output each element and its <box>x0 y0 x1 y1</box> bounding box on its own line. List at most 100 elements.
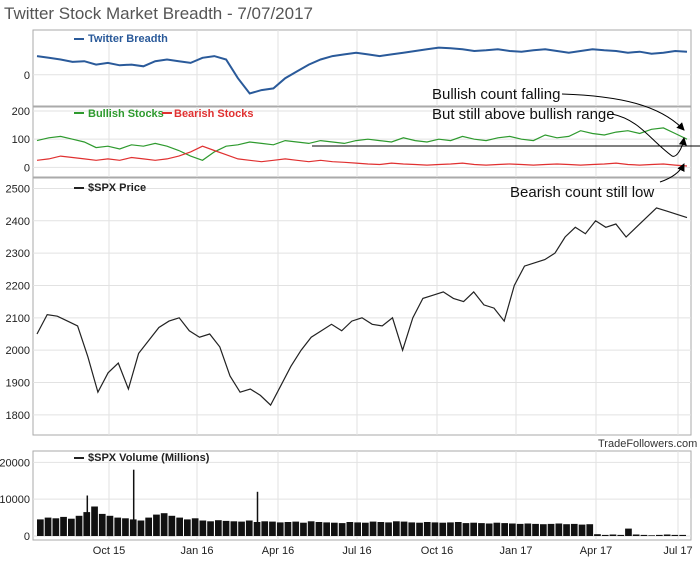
legend-bullish-label: Bullish Stocks <box>88 108 164 120</box>
legend-bearish: Bearish Stocks <box>162 108 253 120</box>
volume-bar <box>153 514 160 536</box>
volume-bar <box>184 519 191 536</box>
y-tick-label: 200 <box>12 106 30 118</box>
breadth-panel <box>32 29 692 107</box>
y-tick-label: 1900 <box>6 377 30 389</box>
volume-bar <box>609 534 617 536</box>
volume-bar <box>199 520 207 536</box>
volume-bar <box>478 523 485 536</box>
volume-bar <box>44 517 52 536</box>
x-tick-label: Jul 16 <box>342 545 371 557</box>
arrow-bullish-falling <box>561 93 685 131</box>
volume-bar <box>462 523 470 536</box>
series-line-bullish_bearish-1 <box>36 145 688 167</box>
volume-bar <box>594 534 601 536</box>
volume-bar <box>501 523 508 536</box>
volume-bar <box>532 523 539 536</box>
volume-bar <box>68 518 75 536</box>
x-tick-label: Jan 17 <box>499 545 532 557</box>
grid-layer <box>33 30 691 540</box>
volume-bar <box>377 522 385 536</box>
legend-price-label: $SPX Price <box>88 182 146 194</box>
volume-bar <box>470 522 477 536</box>
volume-bar <box>338 523 346 536</box>
y-tick-label: 2100 <box>6 313 30 325</box>
volume-bar <box>222 520 230 536</box>
volume-bar <box>331 522 338 536</box>
price-panel <box>32 177 692 436</box>
volume-bar <box>207 521 214 536</box>
volume-bar <box>385 522 392 536</box>
y-tick-label: 2200 <box>6 280 30 292</box>
x-tick-label: Jan 16 <box>180 545 213 557</box>
axis-layer: Oct 15 Jan 16 Apr 16 Jul 16 Oct 16 Jan 17 Apr … <box>0 70 693 557</box>
volume-bar <box>346 522 354 536</box>
volume-bar <box>160 513 168 536</box>
volume-bar <box>276 522 284 536</box>
volume-bar <box>601 534 609 536</box>
volume-bar <box>578 524 586 536</box>
volume-bar <box>416 522 423 536</box>
volume-bar <box>540 524 547 536</box>
volume-bar <box>555 523 563 536</box>
legend-price: $SPX Price <box>74 182 146 194</box>
volume-bar <box>408 522 416 536</box>
volume-bar <box>354 522 361 536</box>
y-tick-label: 0 <box>24 531 30 543</box>
volume-bar <box>617 534 625 536</box>
volume-bar <box>315 522 323 536</box>
series-line-bullish_bearish-0 <box>36 127 688 161</box>
volume-bar <box>656 534 663 536</box>
volume-bar <box>570 523 578 536</box>
legend-bullish: Bullish Stocks <box>74 108 164 120</box>
volume-bar <box>485 523 493 536</box>
volume-bar <box>284 522 292 536</box>
volume-bar <box>362 522 369 536</box>
y-tick-label: 2000 <box>6 345 30 357</box>
series-line-breadth-0 <box>36 46 688 95</box>
legend-bearish-label: Bearish Stocks <box>174 108 253 120</box>
volume-bar <box>679 534 686 536</box>
volume-bar <box>191 518 199 536</box>
volume-bar <box>625 528 632 536</box>
volume-bar <box>176 517 183 536</box>
volume-bar <box>323 522 330 536</box>
legend-volume-label: $SPX Volume (Millions) <box>88 452 210 464</box>
volume-bar <box>586 524 594 536</box>
series-line-price-0 <box>36 207 688 407</box>
annotation-bullish-falling: Bullish count falling <box>432 86 560 103</box>
volume-bar <box>509 523 516 536</box>
volume-bar <box>91 506 98 536</box>
volume-bar <box>145 517 152 536</box>
volume-bar <box>640 534 648 536</box>
volume-bar <box>60 516 67 536</box>
y-tick-label: 1800 <box>6 410 30 422</box>
y-tick-label: 2500 <box>6 183 30 195</box>
y-tick-label: 2400 <box>6 216 30 228</box>
y-tick-label: 2300 <box>6 248 30 260</box>
volume-bar <box>493 522 501 536</box>
volume-bar <box>300 522 307 536</box>
volume-bar <box>423 522 431 536</box>
volume-bar <box>245 520 253 536</box>
volume-bar <box>114 517 122 536</box>
x-tick-label: Jul 17 <box>663 545 692 557</box>
volume-bar <box>671 534 679 536</box>
volume-bar <box>168 515 176 537</box>
volume-bar <box>261 521 269 536</box>
volume-bar <box>400 521 408 536</box>
volume-bar <box>547 523 555 536</box>
x-tick-label: Apr 17 <box>580 545 612 557</box>
legend-breadth: Twitter Breadth <box>74 33 168 45</box>
volume-bar <box>524 523 532 536</box>
x-tick-label: Oct 16 <box>421 545 453 557</box>
volume-bar <box>137 520 145 536</box>
volume-bar <box>663 534 671 536</box>
volume-bar <box>37 519 44 536</box>
volume-bar <box>106 515 114 537</box>
volume-bar <box>454 522 462 536</box>
volume-bar <box>307 521 315 536</box>
x-tick-label: Apr 16 <box>262 545 294 557</box>
volume-bar <box>292 521 300 536</box>
